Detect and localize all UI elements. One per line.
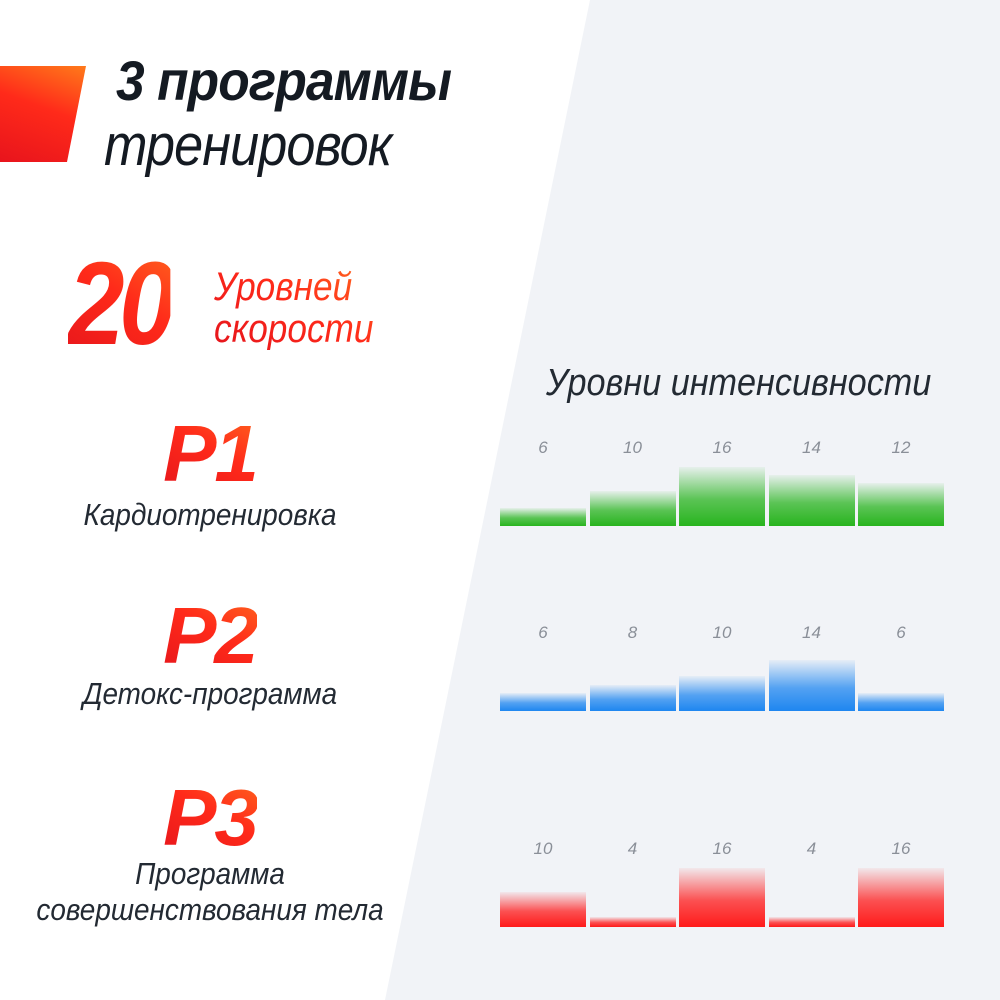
program-code-text: P3 [163,773,259,862]
speed-levels-number: 20 [68,238,176,370]
bar-value-label: 16 [712,839,732,858]
chart-p3: 10 4 16 4 16 [500,817,945,927]
bar-value-label: 10 [712,623,732,642]
bar-value-label: 6 [538,438,548,457]
bar-value-label: 4 [806,839,817,858]
speed-label-line2: скорости [214,307,374,351]
chart-bar [768,475,855,526]
bar-value-label: 14 [802,623,821,642]
chart-bar [768,917,855,927]
program-p2-code: P2 [0,590,420,682]
bar-value-label: 6 [896,623,906,642]
headline-line2: тренировок [104,113,392,178]
bar-value-label: 12 [891,438,911,457]
headline-line1: 3 программы [116,49,452,112]
chart-bar [858,692,944,711]
chart-p1: 6 10 16 14 12 [500,416,945,526]
chart-bar [500,692,586,711]
program-name-line2: совершенствования тела [36,892,384,927]
program-p3-name: Программа совершенствования тела [21,856,399,928]
speed-label-line1: Уровней [214,265,353,309]
chart-bar [589,917,676,927]
chart-title: Уровни интенсивности [546,362,932,404]
program-p3-code: P3 [0,772,420,864]
bar-value-label: 16 [891,839,911,858]
program-p1-code: P1 [0,408,420,500]
chart-bar [679,676,765,711]
chart-bar [500,507,586,526]
bar-value-label: 6 [538,623,548,642]
bar-value-label: 8 [627,623,638,642]
program-name-line1: Детокс-программа [82,676,338,711]
bar-value-label: 10 [533,839,553,858]
chart-bar [679,867,765,927]
chart-bar [679,466,765,526]
program-p1-name: Кардиотренировка [21,497,399,533]
chart-bar [589,491,676,526]
chart-bar [858,867,944,927]
chart-bar [589,684,676,711]
program-p2-name: Детокс-программа [21,676,399,712]
chart-bar [768,660,855,711]
bar-value-label: 14 [802,438,821,457]
chart-bar [500,892,586,927]
bar-value-label: 4 [627,839,638,858]
chart-p2: 6 8 10 14 6 [500,601,945,711]
program-name-line1: Кардиотренировка [83,497,337,532]
chart-bar [858,483,944,526]
program-name-line1: Программа [135,856,285,891]
speed-levels-label: Уровней скорости [214,266,373,350]
program-code-text: P2 [163,591,259,680]
program-code-text: P1 [163,409,259,498]
accent-parallelogram [0,66,86,162]
bar-value-label: 16 [712,438,732,457]
bar-value-label: 10 [623,438,642,457]
